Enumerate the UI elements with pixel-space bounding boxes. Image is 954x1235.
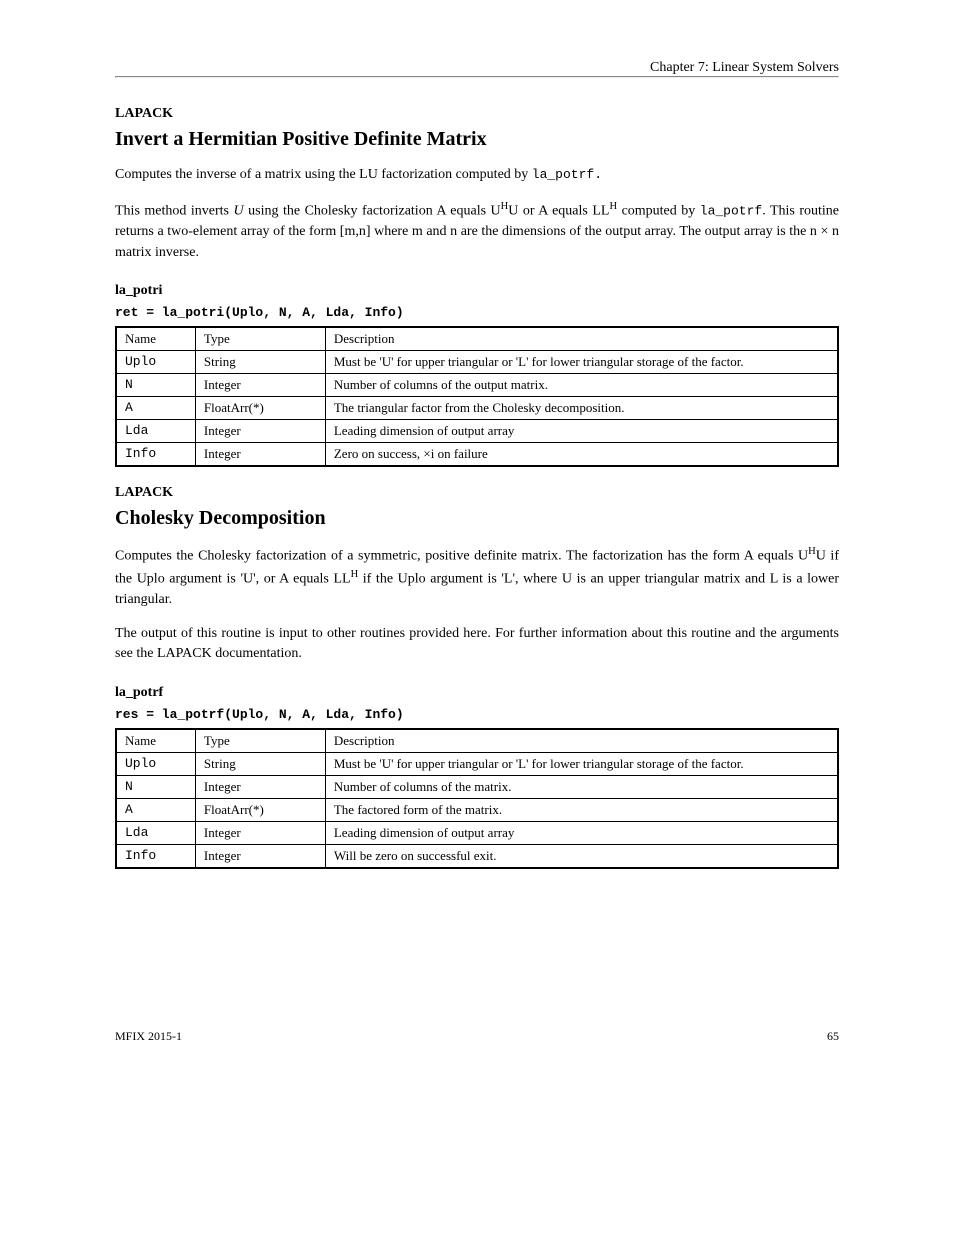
cell: N <box>116 775 195 798</box>
cell: Must be 'U' for upper triangular or 'L' … <box>325 350 838 373</box>
cell: Must be 'U' for upper triangular or 'L' … <box>325 752 838 775</box>
section1-subsection: la_potri <box>115 283 839 299</box>
cell: Leading dimension of output array <box>325 419 838 442</box>
cell: Uplo <box>116 752 195 775</box>
cell: FloatArr(*) <box>195 396 325 419</box>
cell: Integer <box>195 821 325 844</box>
cell: Info <box>116 442 195 466</box>
cell: Number of columns of the output matrix. <box>325 373 838 396</box>
cell: String <box>195 350 325 373</box>
table-header-row: Name Type Description <box>116 729 838 753</box>
table-row: N Integer Number of columns of the matri… <box>116 775 838 798</box>
cell: String <box>195 752 325 775</box>
section1-p1: Computes the inverse of a matrix using t… <box>115 165 839 185</box>
header-rule <box>115 76 839 78</box>
table-row: A FloatArr(*) The triangular factor from… <box>116 396 838 419</box>
cell: Integer <box>195 844 325 868</box>
section1-label: LAPACK <box>115 106 839 122</box>
section1-call: ret = la_potri(Uplo, N, A, Lda, Info) <box>115 305 839 320</box>
s2p1a: Computes the Cholesky factorization of a… <box>115 549 808 564</box>
section2-label: LAPACK <box>115 485 839 501</box>
table-header-row: Name Type Description <box>116 327 838 351</box>
cell: Lda <box>116 419 195 442</box>
table-row: N Integer Number of columns of the outpu… <box>116 373 838 396</box>
cell: The factored form of the matrix. <box>325 798 838 821</box>
section1-p2: This method inverts U using the Cholesky… <box>115 199 839 263</box>
cell: Info <box>116 844 195 868</box>
cell: Will be zero on successful exit. <box>325 844 838 868</box>
table-row: A FloatArr(*) The factored form of the m… <box>116 798 838 821</box>
th-desc: Description <box>325 729 838 753</box>
section1-p1-text: Computes the inverse of a matrix using t… <box>115 167 532 182</box>
cell: Integer <box>195 419 325 442</box>
cell: Leading dimension of output array <box>325 821 838 844</box>
section2-p1: Computes the Cholesky factorization of a… <box>115 544 839 610</box>
cell: Uplo <box>116 350 195 373</box>
page-container: Chapter 7: Linear System Solvers LAPACK … <box>0 0 954 1104</box>
footer-left: MFIX 2015-1 <box>115 1029 182 1044</box>
table-row: Uplo String Must be 'U' for upper triang… <box>116 350 838 373</box>
th-name: Name <box>116 729 195 753</box>
th-desc: Description <box>325 327 838 351</box>
cell: Integer <box>195 442 325 466</box>
section2-call: res = la_potrf(Uplo, N, A, Lda, Info) <box>115 707 839 722</box>
section2-table: Name Type Description Uplo String Must b… <box>115 728 839 869</box>
section2-title: Cholesky Decomposition <box>115 507 839 530</box>
info-text: Zero on success, <box>334 446 424 461</box>
cell: Lda <box>116 821 195 844</box>
table-row: Info Integer Zero on success, ×i on fail… <box>116 442 838 466</box>
s2-sup1: H <box>808 546 816 557</box>
p2-u: U <box>234 204 244 219</box>
table-row: Uplo String Must be 'U' for upper triang… <box>116 752 838 775</box>
cell: Integer <box>195 373 325 396</box>
th-type: Type <box>195 729 325 753</box>
plusminus: × <box>423 446 430 461</box>
cell: Integer <box>195 775 325 798</box>
cell: Zero on success, ×i on failure <box>325 442 838 466</box>
section1-table: Name Type Description Uplo String Must b… <box>115 326 839 467</box>
cell: A <box>116 798 195 821</box>
table-row: Lda Integer Leading dimension of output … <box>116 419 838 442</box>
th-name: Name <box>116 327 195 351</box>
p2c: U or A equals LL <box>508 204 609 219</box>
section1-title: Invert a Hermitian Positive Definite Mat… <box>115 128 839 151</box>
info-text2: i on failure <box>431 446 488 461</box>
footer-right: 65 <box>827 1029 839 1044</box>
table-row: Info Integer Will be zero on successful … <box>116 844 838 868</box>
section1-p1-code: la_potrf. <box>532 167 602 182</box>
cell: Number of columns of the matrix. <box>325 775 838 798</box>
cell: The triangular factor from the Cholesky … <box>325 396 838 419</box>
p2d: computed by <box>617 204 700 219</box>
table-row: Lda Integer Leading dimension of output … <box>116 821 838 844</box>
section2-subsection: la_potrf <box>115 685 839 701</box>
p2e: la_potrf <box>700 204 762 219</box>
cell: N <box>116 373 195 396</box>
cell: A <box>116 396 195 419</box>
footer: MFIX 2015-1 65 <box>115 1029 839 1044</box>
header-text: Chapter 7: Linear System Solvers <box>115 60 839 76</box>
p2b: using the Cholesky factorization A equal… <box>244 204 501 219</box>
p2-sup2: H <box>609 201 617 212</box>
th-type: Type <box>195 327 325 351</box>
p2a: This method inverts <box>115 204 234 219</box>
cell: FloatArr(*) <box>195 798 325 821</box>
section2-p2: The output of this routine is input to o… <box>115 624 839 665</box>
